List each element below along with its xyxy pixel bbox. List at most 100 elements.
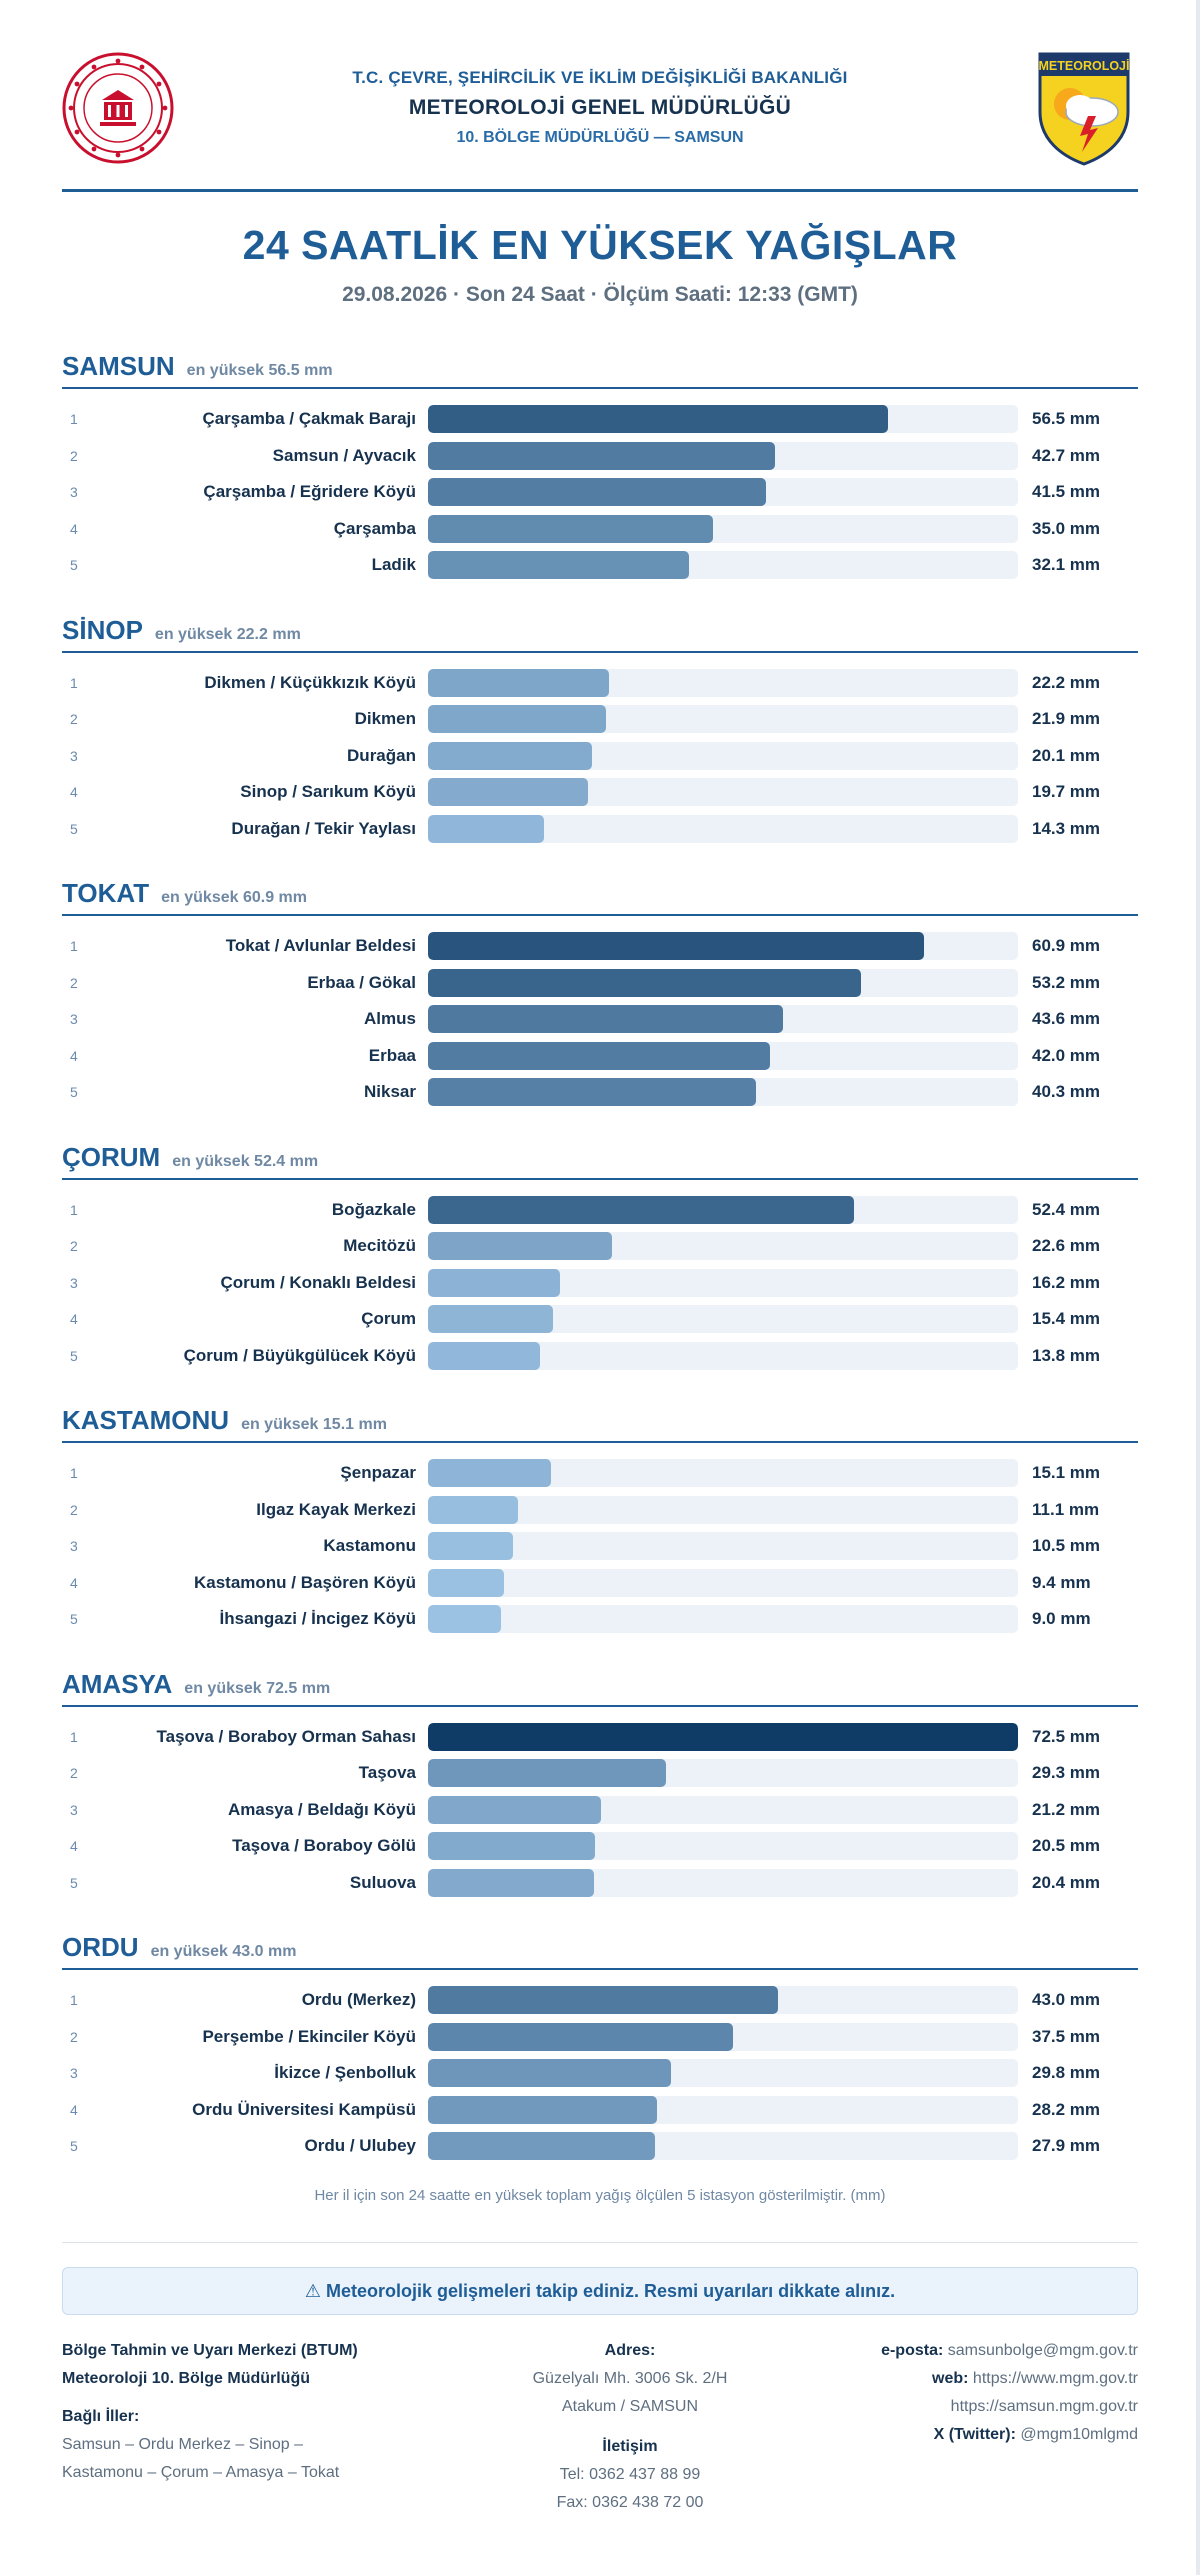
station-row: 2 Taşova 29.3 mm (62, 1755, 1138, 1792)
province-header: AMASYA en yüksek 72.5 mm (62, 1669, 1138, 1707)
province-name: ORDU (62, 1932, 139, 1962)
footer-left: Bölge Tahmin ve Uyarı Merkezi (BTUM) Met… (62, 2337, 442, 2517)
station-rank: 2 (70, 2028, 78, 2045)
web-link-main[interactable]: https://www.mgm.gov.tr (972, 2369, 1138, 2387)
bar-fill (428, 2132, 656, 2161)
rainfall-value: 20.4 mm (1032, 1872, 1101, 1892)
bar-track (428, 1041, 1018, 1070)
bar-fill (428, 405, 888, 434)
province-max-label: en yüksek 15.1 mm (241, 1416, 387, 1433)
rainfall-value: 11.1 mm (1032, 1499, 1100, 1519)
province-header: SİNOP en yüksek 22.2 mm (62, 615, 1138, 653)
station-rank: 2 (70, 447, 78, 464)
station-rank: 3 (70, 1538, 78, 1555)
station-rank: 3 (70, 1274, 78, 1291)
bar-fill (428, 668, 609, 697)
station-rank: 1 (70, 1465, 78, 1482)
province-max-label: en yüksek 72.5 mm (184, 1679, 331, 1697)
rainfall-value: 43.6 mm (1032, 1009, 1101, 1029)
footer-right: e-posta: samsunbolge@mgm.gov.tr web: htt… (818, 2337, 1138, 2517)
bar-fill (428, 814, 545, 843)
rainfall-value: 27.9 mm (1032, 2136, 1101, 2156)
rainfall-value: 43.0 mm (1032, 1990, 1101, 2010)
rainfall-value: 19.7 mm (1032, 782, 1101, 802)
email-link[interactable]: samsunbolge@mgm.gov.tr (947, 2341, 1138, 2359)
bar-fill (428, 551, 690, 580)
fax-number: Fax: 0362 438 72 00 (556, 2493, 704, 2511)
title-block: 24 SAATLİK EN YÜKSEK YAĞIŞLAR 29.08.2026… (0, 222, 1200, 307)
station-rank: 4 (70, 1047, 78, 1064)
rainfall-value: 29.3 mm (1032, 1763, 1101, 1783)
station-name: Boğazkale (331, 1199, 416, 1219)
rainfall-value: 15.4 mm (1032, 1309, 1101, 1329)
station-row: 5 Çorum / Büyükgülücek Köyü 13.8 mm (62, 1338, 1138, 1375)
station-name: Kastamonu / Başören Köyü (194, 1572, 416, 1592)
station-rank: 4 (70, 1574, 78, 1591)
bar-track (428, 1195, 1018, 1224)
bar-fill (428, 2022, 734, 2051)
rainfall-value: 35.0 mm (1032, 518, 1101, 538)
station-name: Samsun / Ayvacık (272, 445, 416, 465)
station-rank: 2 (70, 974, 78, 991)
province-header: ORDU en yüksek 43.0 mm (62, 1932, 1138, 1970)
bar-fill (428, 1568, 505, 1597)
bar-track (428, 932, 1018, 961)
station-name: Ordu / Ulubey (304, 2136, 416, 2156)
rainfall-value: 21.2 mm (1032, 1799, 1101, 1819)
provinces-line-2: Kastamonu – Çorum – Amasya – Tokat (62, 2463, 340, 2481)
station-rank: 5 (70, 1874, 78, 1891)
address-line-1: Güzelyalı Mh. 3006 Sk. 2/H (532, 2369, 728, 2387)
station-row: 5 Ladik 32.1 mm (62, 547, 1138, 584)
rainfall-value: 72.5 mm (1032, 1726, 1101, 1746)
station-rank: 1 (70, 1992, 78, 2009)
station-row: 4 Çarşamba 35.0 mm (62, 511, 1138, 548)
station-row: 4 Çorum 15.4 mm (62, 1301, 1138, 1338)
station-name: İkizce / Şenbolluk (274, 2063, 416, 2083)
station-row: 1 Tokat / Avlunlar Beldesi 60.9 mm (62, 928, 1138, 965)
province-header: ÇORUM en yüksek 52.4 mm (62, 1142, 1138, 1180)
station-name: Kastamonu (323, 1536, 416, 1556)
bar-fill (428, 1078, 756, 1107)
province-section: AMASYA en yüksek 72.5 mm 1 Taşova / Boraboy… (62, 1669, 1138, 1902)
station-name: Çorum / Büyükgülücek Köyü (183, 1345, 416, 1365)
station-name: Çarşamba / Çakmak Barajı (202, 409, 416, 429)
rainfall-value: 22.2 mm (1032, 672, 1101, 692)
ministry-seal-icon (62, 52, 174, 164)
bar-track (428, 1341, 1018, 1370)
center-name: Bölge Tahmin ve Uyarı Merkezi (BTUM) (62, 2341, 358, 2359)
rainfall-value: 16.2 mm (1032, 1272, 1101, 1292)
bar-track (428, 1759, 1018, 1788)
rainfall-value: 28.2 mm (1032, 2099, 1101, 2119)
bar-track (428, 1832, 1018, 1861)
station-rank: 1 (70, 674, 78, 691)
station-row: 5 Niksar 40.3 mm (62, 1074, 1138, 1111)
web-link-regional[interactable]: https://samsun.mgm.gov.tr (950, 2397, 1138, 2415)
station-name: Durağan / Tekir Yaylası (231, 818, 416, 838)
provinces-line-1: Samsun – Ordu Merkez – Sinop – (62, 2435, 304, 2453)
bar-fill (428, 2095, 658, 2124)
station-row: 1 Dikmen / Küçükkızık Köyü 22.2 mm (62, 665, 1138, 702)
station-row: 3 Amasya / Beldağı Köyü 21.2 mm (62, 1792, 1138, 1829)
header: T.C. ÇEVRE, ŞEHİRCİLİK VE İKLİM DEĞİŞİKL… (62, 0, 1138, 192)
province-header: SAMSUN en yüksek 56.5 mm (62, 351, 1138, 389)
bar-fill (428, 514, 713, 543)
bar-track (428, 551, 1018, 580)
bar-track (428, 778, 1018, 807)
rainfall-value: 15.1 mm (1032, 1463, 1101, 1483)
bar-track (428, 1005, 1018, 1034)
provinces-label: Bağlı İller: (62, 2407, 140, 2425)
bar-track (428, 405, 1018, 434)
province-name: ÇORUM (62, 1141, 161, 1172)
station-rank: 4 (70, 2101, 78, 2118)
bar-fill (428, 1305, 554, 1334)
warning-banner: ⚠ Meteorolojik gelişmeleri takip ediniz.… (62, 2266, 1138, 2315)
bar-track (428, 1459, 1018, 1488)
twitter-link[interactable]: @mgm10mlgmd (1020, 2425, 1138, 2443)
station-name: Erbaa (368, 1045, 416, 1065)
bar-track (428, 1868, 1018, 1897)
bar-fill (428, 932, 924, 961)
footnote: Her il için son 24 saatte en yüksek topl… (314, 2186, 886, 2204)
bar-track (428, 968, 1018, 997)
bar-track (428, 1986, 1018, 2015)
province-section: SİNOP en yüksek 22.2 mm 1 Dikmen / Küçükkız… (62, 615, 1138, 848)
